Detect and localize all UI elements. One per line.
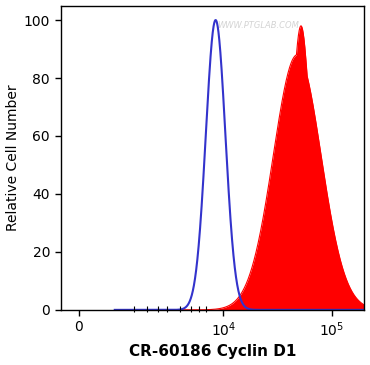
Text: WWW.PTGLAB.COM: WWW.PTGLAB.COM — [217, 21, 299, 30]
X-axis label: CR-60186 Cyclin D1: CR-60186 Cyclin D1 — [129, 345, 296, 360]
Y-axis label: Relative Cell Number: Relative Cell Number — [6, 84, 20, 231]
